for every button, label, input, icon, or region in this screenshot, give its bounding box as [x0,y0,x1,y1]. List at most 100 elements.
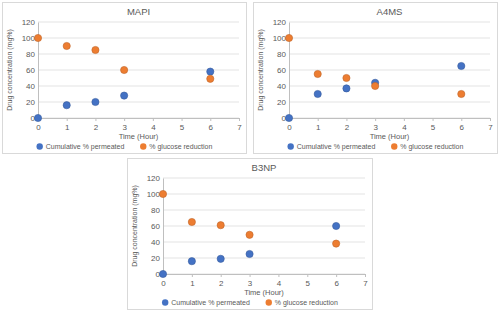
tick: 60 [277,66,289,75]
tick-mark [67,118,68,121]
tick-label: 4 [277,279,282,288]
grid-line [289,54,490,55]
point [159,190,166,197]
tick-label: 60 [151,222,160,231]
grid-line [289,22,490,23]
tick-mark [95,118,96,121]
tick: 1 [65,118,70,132]
title: MAPI [127,6,150,17]
tick-mark [278,274,279,277]
tick-mark [318,118,319,121]
tick: 4 [402,118,407,132]
tick-label: 5 [431,123,436,132]
point [458,90,465,97]
point [92,98,99,105]
tick-label: 120 [22,18,36,27]
tick-label: 20 [26,98,35,107]
tick: 3 [248,274,253,288]
tick-label: 2 [219,279,224,288]
tick-mark [433,118,434,121]
point [34,34,41,41]
tick: 120 [22,18,38,27]
y-axis: 020406080100120 [147,174,164,279]
tick: 3 [122,118,127,132]
legend-marker [36,143,42,149]
tick-label: 4 [402,123,407,132]
tick-mark [221,274,222,277]
tick-label: 7 [237,123,242,132]
tick-label: 6 [460,123,465,132]
marks [34,34,213,121]
tick: 40 [151,238,163,247]
tick-label: 120 [147,174,161,183]
point [343,74,350,81]
x-axis-title: Time (Hour) [244,288,284,297]
point [285,34,292,41]
tick-label: 1 [65,123,70,132]
grid-line [38,86,239,87]
tick-label: 3 [373,123,378,132]
legend-item: % glucose reduction [140,143,212,151]
grid-line [289,38,490,39]
x-axis-title: Time (Hour) [119,132,159,141]
tick-label: 3 [122,123,127,132]
tick-label: 2 [345,123,350,132]
legend-marker [266,299,272,305]
point [159,270,166,277]
tick: 6 [334,274,339,288]
tick-mark [336,274,337,277]
tick-label: 80 [151,206,160,215]
tick-mark [250,274,251,277]
point [217,255,224,262]
tick: 5 [180,118,185,132]
tick-mark [239,118,240,121]
grid-line [289,118,490,119]
plot: 01234567020406080100120 [22,18,243,132]
point [314,90,321,97]
figure: 01234567020406080100120MAPITime (Hour)Dr… [0,0,500,312]
tick-label: 5 [180,123,185,132]
tick: 3 [373,118,378,132]
axis-line [164,274,366,275]
panel: 01234567020406080100120B3NPTime (Hour)Dr… [128,159,373,310]
tick: 1 [190,274,195,288]
tick: 7 [363,274,368,288]
point [333,222,340,229]
panel: 01234567020406080100120MAPITime (Hour)Dr… [3,3,247,154]
tick: 4 [151,118,156,132]
legend-label: Cumulative % permeated [171,299,250,307]
y-axis-title: Drug concentration (mg%) [131,185,139,267]
point [207,75,214,82]
tick: 20 [151,254,163,263]
point [333,240,340,247]
tick: 6 [460,118,465,132]
tick-mark [307,274,308,277]
tick-mark [365,274,366,277]
tick-mark [375,118,376,121]
legend-item: % glucose reduction [391,143,463,151]
tick: 40 [277,82,289,91]
plot: 01234567020406080100120 [147,174,369,288]
x-axis: 01234567 [36,118,242,132]
tick-label: 80 [26,50,35,59]
grid-line [289,102,490,103]
tick: 5 [431,118,436,132]
y-axis: 020406080100120 [22,18,39,123]
plot: 01234567020406080100120 [273,18,494,132]
tick-mark [210,118,211,121]
legend-marker [287,143,293,149]
point [121,92,128,99]
tick-label: 40 [151,238,160,247]
y-axis: 020406080100120 [273,18,290,123]
tick-label: 100 [22,34,36,43]
point [246,250,253,257]
x-axis: 01234567 [161,274,368,288]
tick-label: 0 [287,123,292,132]
tick: 20 [26,98,38,107]
point [207,68,214,75]
tick-label: 6 [334,279,339,288]
tick-label: 0 [161,279,166,288]
panel-border [3,3,247,154]
tick-label: 100 [147,190,161,199]
tick-mark [182,118,183,121]
